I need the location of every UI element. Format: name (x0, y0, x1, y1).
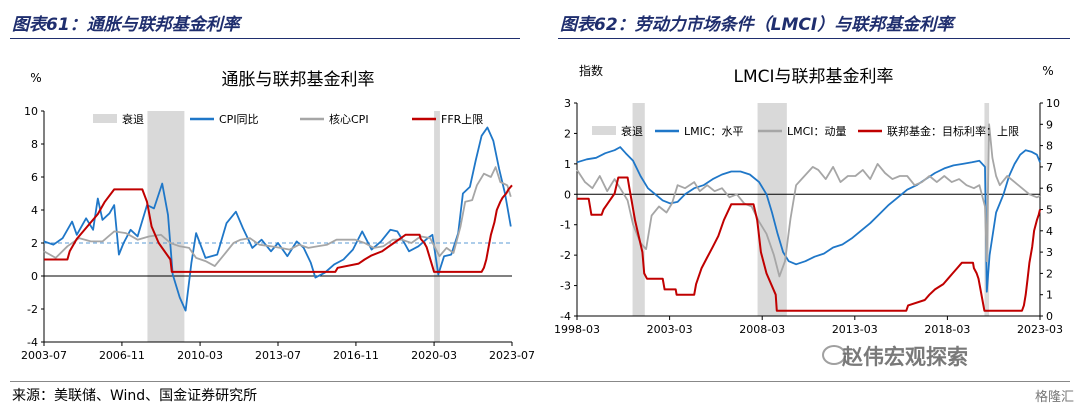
y-tick-label: -4 (560, 310, 571, 323)
legend-swatch (93, 114, 117, 123)
y-tick-label-right: 2 (1046, 267, 1053, 280)
source-note: 来源：美联储、Wind、国金证券研究所 (12, 388, 258, 404)
y-tick-label: -3 (560, 280, 571, 293)
series-line (43, 166, 512, 267)
wechat-icon (822, 345, 846, 365)
right-title-rule (558, 38, 1070, 39)
y-tick-label: 2 (564, 127, 571, 140)
x-tick-label: 2010-03 (177, 349, 223, 362)
y-tick-label: 1 (564, 158, 571, 171)
legend-label: 衰退 (621, 124, 643, 138)
y-tick-label-right: 0 (1046, 310, 1053, 323)
series-line (576, 146, 1041, 293)
y-tick-label: 10 (24, 105, 38, 118)
y-tick-label-right: 7 (1046, 161, 1053, 174)
y-tick-label: 2 (31, 237, 38, 250)
x-tick-label: 2003-03 (647, 323, 693, 336)
footer-rule (10, 381, 1070, 382)
y-tick-label-right: 8 (1046, 140, 1053, 153)
y-tick-label-right: 9 (1046, 118, 1053, 131)
y-tick-label-right: 3 (1046, 246, 1053, 259)
x-tick-label: 1998-03 (554, 323, 600, 336)
x-tick-label: 2016-11 (333, 349, 379, 362)
series-line (43, 126, 512, 312)
y-tick-label: -4 (27, 336, 38, 349)
y-tick-label: 6 (31, 171, 38, 184)
x-tick-label: 2008-03 (739, 323, 785, 336)
recession-band (632, 103, 645, 316)
x-tick-label: 2020-03 (411, 349, 457, 362)
x-tick-label: 2013-07 (255, 349, 301, 362)
chart-title: 通胀与联邦基金利率 (222, 70, 375, 90)
right-panel-title: 图表62：劳动力市场条件（LMCI）与联邦基金利率 (560, 15, 954, 35)
legend-label: LMIC：水平 (684, 125, 744, 138)
x-tick-label: 2023-03 (1017, 323, 1063, 336)
left-chart: 通胀与联邦基金利率 -4 -2 0 2 4 6 8 10 2003-07 2006-11 2010-0… (21, 70, 535, 362)
y-tick-label-right: 1 (1046, 289, 1053, 302)
left-title-rule (10, 38, 520, 39)
y-axis-unit: % (30, 71, 41, 85)
recession-band (984, 103, 990, 316)
legend-label: 联邦基金：目标利率：上限 (887, 124, 1019, 138)
y-tick-label-right: 4 (1046, 225, 1053, 238)
left-panel-title: 图表61：通胀与联邦基金利率 (12, 15, 240, 35)
legend-swatch (592, 126, 616, 135)
recession-band (147, 111, 185, 342)
legend-label: 衰退 (122, 112, 144, 126)
chart-title: LMCI与联邦基金利率 (733, 67, 893, 87)
y-tick-label: 0 (31, 270, 38, 283)
y-axis-unit-left: 指数 (579, 63, 603, 78)
recession-band (757, 103, 787, 316)
y-axis-unit-right: % (1042, 64, 1053, 78)
watermark: 赵伟宏观探索 (842, 345, 968, 369)
legend-label: 核心CPI (329, 112, 369, 126)
x-tick-label: 2013-03 (832, 323, 878, 336)
x-tick-label: 2006-11 (99, 349, 145, 362)
brand-logo: 格隆汇 (1034, 390, 1074, 405)
series-line (576, 123, 1041, 278)
y-tick-label-right: 5 (1046, 204, 1053, 217)
y-tick-label: 8 (31, 138, 38, 151)
y-tick-label-right: 10 (1046, 97, 1060, 110)
legend-label: FFR上限 (441, 113, 483, 126)
series-line (44, 184, 513, 273)
y-tick-label: 3 (564, 97, 571, 110)
y-tick-label-right: 6 (1046, 182, 1053, 195)
x-tick-label: 2018-03 (924, 323, 970, 336)
legend-label: LMCI：动量 (787, 125, 847, 138)
right-chart: LMCI与联邦基金利率 -4 -3 -2 -1 0 1 2 3 0 1 2 3 4 5 6 7 8 9 10 1998-… (554, 63, 1063, 336)
x-tick-label: 2023-07 (489, 349, 535, 362)
y-tick-label: 0 (564, 188, 571, 201)
y-tick-label: -2 (560, 249, 571, 262)
x-tick-label: 2003-07 (21, 349, 67, 362)
y-tick-label: -2 (27, 303, 38, 316)
legend-label: CPI同比 (219, 113, 259, 126)
series-line (577, 176, 1041, 312)
recession-band (434, 111, 440, 342)
y-tick-label: -1 (560, 219, 571, 232)
y-tick-label: 4 (31, 204, 38, 217)
